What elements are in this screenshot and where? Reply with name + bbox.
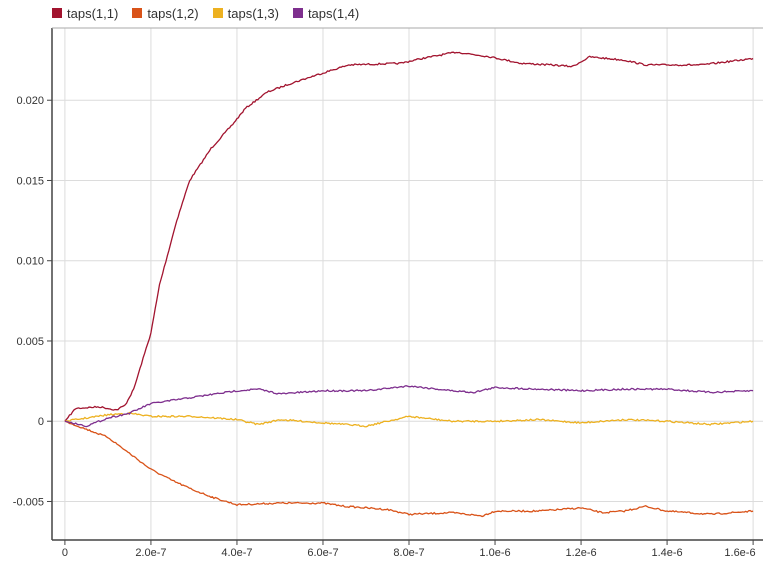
x-tick-label: 1.4e-6 [651,547,682,559]
y-tick-label: 0.015 [16,175,44,187]
legend-label: taps(1,4) [307,5,360,21]
x-tick-label: 8.0e-7 [393,547,424,559]
x-tick-label: 1.0e-6 [479,547,510,559]
legend-label: taps(1,2) [147,5,199,21]
legend-swatch [132,8,143,18]
series-line-4 [64,385,754,428]
y-tick-label: 0.020 [16,95,44,107]
plot-area [52,28,763,540]
x-tick-label: 1.2e-6 [565,547,596,559]
legend: taps(1,1) taps(1,2) taps(1,3) taps(1,4) [52,4,359,22]
series-line-1 [64,51,754,422]
x-tick-label: 0 [62,547,68,559]
x-tick-label: 6.0e-7 [307,547,338,559]
x-tick-label: 1.6e-6 [724,547,755,559]
y-tick-label: 0.005 [16,336,44,348]
y-tick-label: 0 [38,416,44,428]
series-line-3 [64,411,754,428]
legend-label: taps(1,1) [67,5,119,21]
legend-swatch [212,8,223,18]
series-line-2 [64,420,754,518]
legend-item[interactable]: taps(1,1) [52,4,118,22]
legend-item[interactable]: taps(1,2) [132,4,199,22]
legend-item[interactable]: taps(1,3) [212,4,279,22]
y-tick-label: 0.010 [16,256,44,268]
legend-swatch [292,8,303,18]
y-tick-label: -0.005 [13,496,44,508]
legend-label: taps(1,3) [227,5,279,21]
legend-swatch [52,8,62,18]
x-tick-label: 2.0e-7 [135,547,166,559]
legend-item[interactable]: taps(1,4) [292,4,360,22]
x-tick-label: 4.0e-7 [221,547,252,559]
